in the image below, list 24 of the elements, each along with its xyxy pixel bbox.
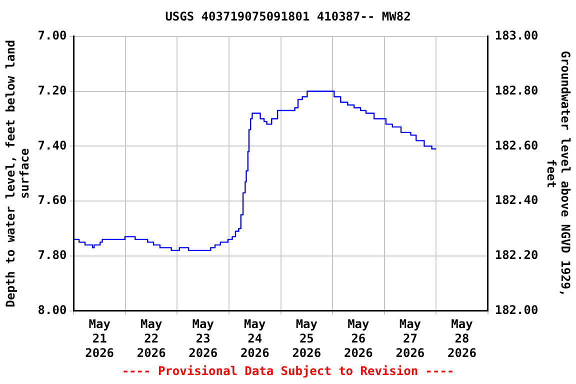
y-tick-label: 7.80 xyxy=(38,248,67,262)
chart-title: USGS 403719075091801 410387-- MW82 xyxy=(165,9,411,24)
y-axis-title: Depth to water level, feet below land surface xyxy=(3,40,32,308)
x-tick-label: May 21 2026 xyxy=(85,317,114,360)
x-tick-label: May 23 2026 xyxy=(188,317,218,360)
y-tick-label: 7.40 xyxy=(38,138,67,152)
y2-tick-label: 182.80 xyxy=(494,83,538,98)
x-tick-label: May 25 2026 xyxy=(292,317,322,360)
y2-tick-label: 183.00 xyxy=(494,28,538,43)
y2-tick-label: 182.20 xyxy=(494,248,538,262)
x-tick-label: May 27 2026 xyxy=(396,317,425,360)
text: ---- Provisional Data Subject to Revision ---- xyxy=(120,364,456,378)
y2-tick-label: 182.40 xyxy=(494,193,538,208)
y-tick-label: 7.20 xyxy=(38,83,67,98)
y2-tick-label: 182.60 xyxy=(494,138,538,152)
y-tick-label: 7.60 xyxy=(38,193,67,208)
y-tick-label: 7.00 xyxy=(38,28,67,43)
x-tick-label: May 24 2026 xyxy=(240,317,270,360)
x-tick-label: May 22 2026 xyxy=(136,317,166,360)
y2-tick-label: 182.00 xyxy=(494,302,538,317)
x-tick-label: May 28 2026 xyxy=(448,317,476,360)
x-tick-label: May 26 2026 xyxy=(344,317,373,360)
y-tick-label: 8.00 xyxy=(38,302,67,317)
y2-axis-title: Groundwater level above NGVD 1929, feet xyxy=(544,50,573,296)
